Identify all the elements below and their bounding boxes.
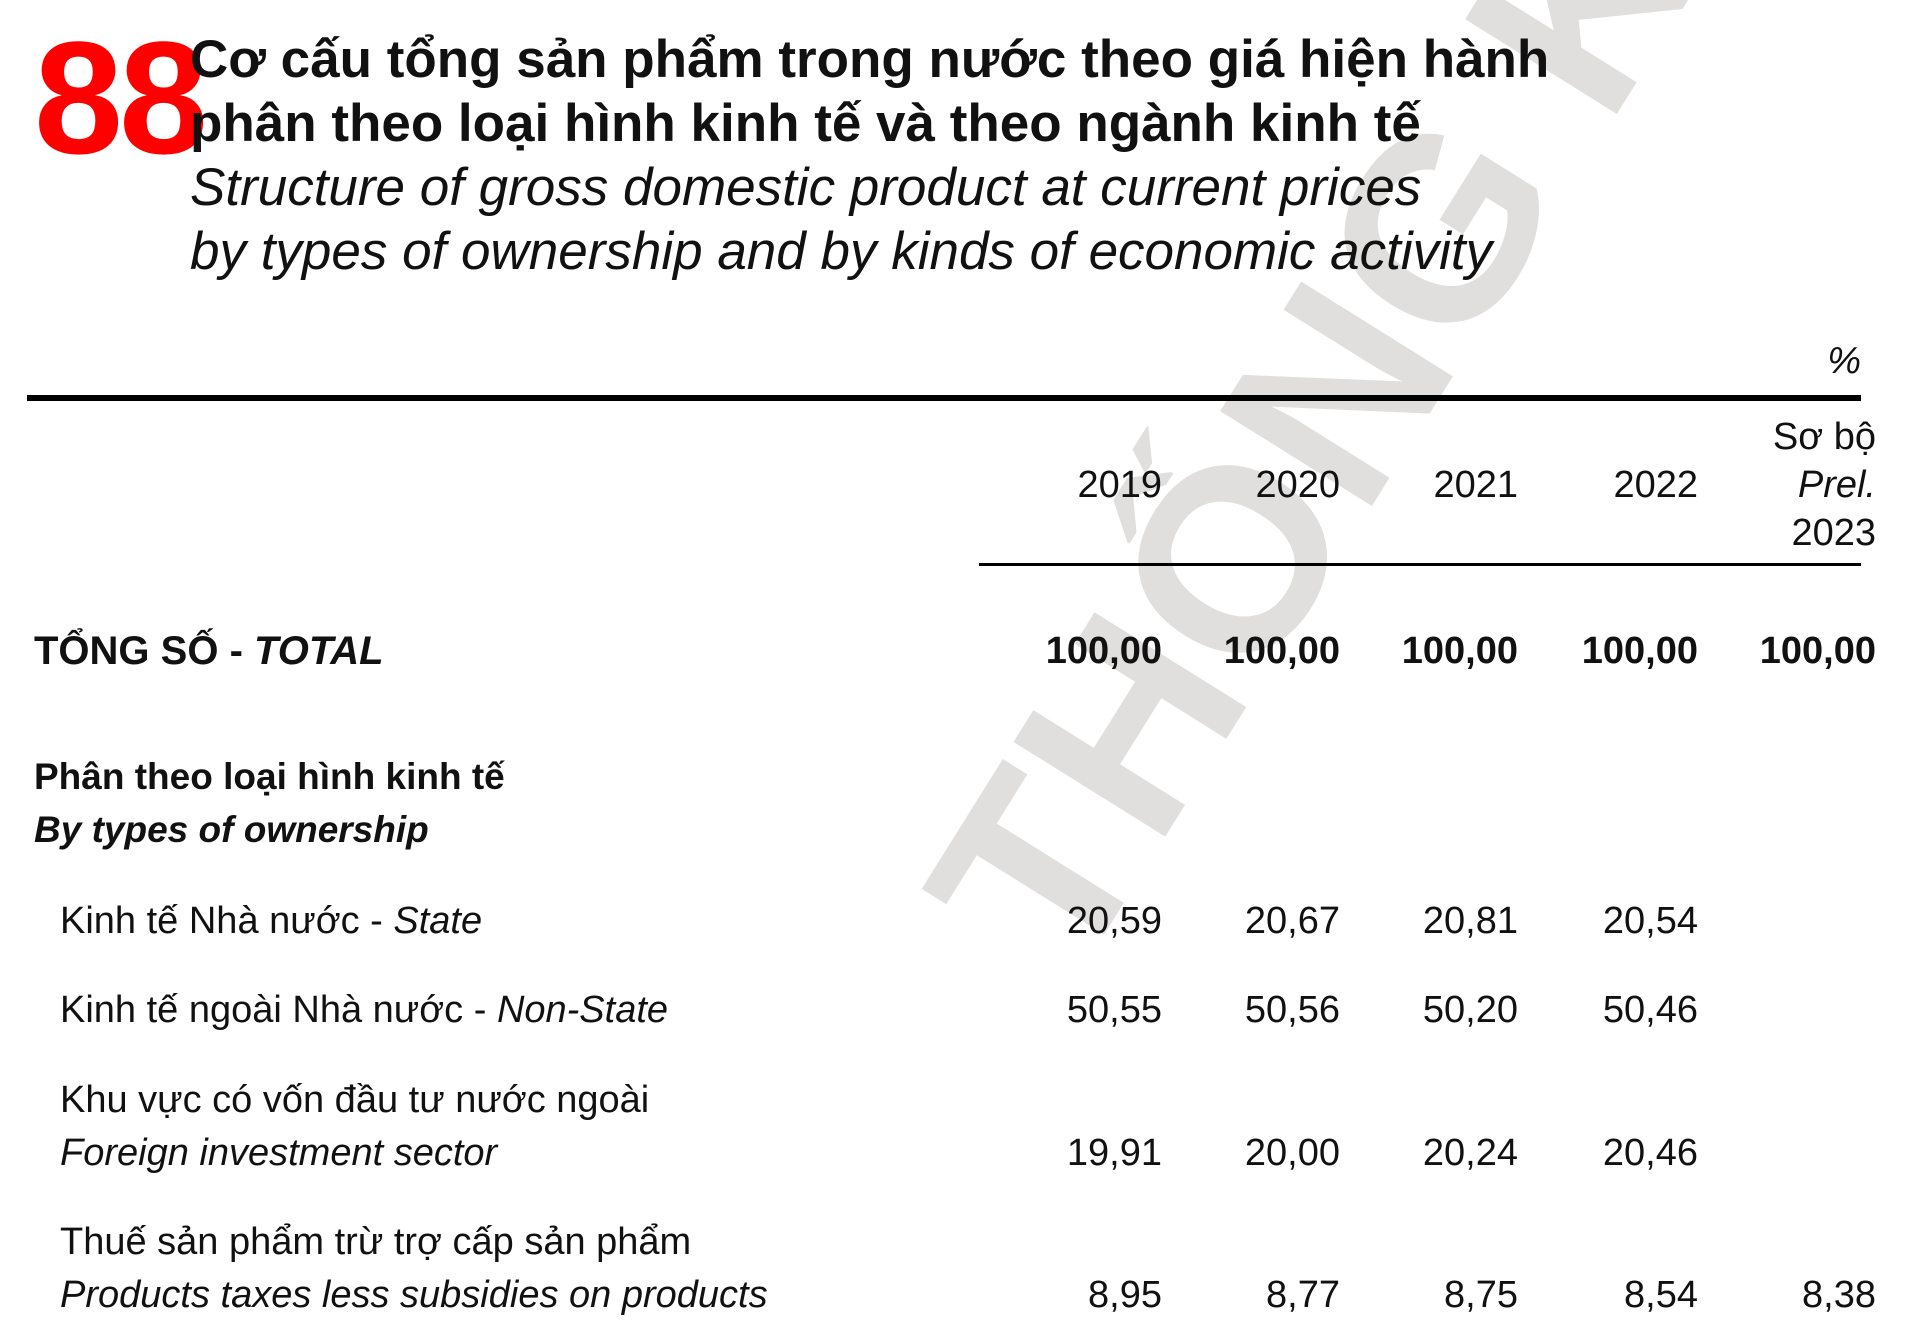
- row-label-state-en: State: [393, 900, 483, 942]
- cell-taxes-2022: 8,54: [1624, 1274, 1698, 1316]
- row-label-state: Kinh tế Nhà nước - State: [60, 896, 482, 946]
- title-vi-line1: Cơ cấu tổng sản phẩm trong nước theo giá…: [190, 30, 1550, 89]
- header-rule: [979, 563, 1861, 566]
- cell-state-2019: 20,59: [1066, 900, 1162, 942]
- col-header-2020: 2020: [1255, 464, 1340, 506]
- cell-taxes-2019: 8,95: [1088, 1274, 1162, 1316]
- col-header-2023-vi: Sơ bộ: [1772, 416, 1876, 458]
- unit-label: %: [1827, 340, 1861, 382]
- cell-total-2023: 100,00: [1759, 630, 1876, 672]
- cell-state-2020: 20,67: [1244, 900, 1340, 942]
- cell-non-state-2021: 50,20: [1422, 989, 1518, 1031]
- cell-state-2022: 20,54: [1602, 900, 1698, 942]
- table-number: 88: [34, 8, 208, 187]
- col-header-2023-en: Prel.: [1797, 464, 1876, 506]
- row-label-total: TỔNG SỐ - TOTAL: [34, 626, 384, 676]
- row-label-non-state-en: Non-State: [496, 989, 669, 1031]
- cell-non-state-2020: 50,56: [1244, 989, 1340, 1031]
- col-header-2021: 2021: [1433, 464, 1518, 506]
- title-en-line2: by types of ownership and by kinds of ec…: [190, 222, 1493, 281]
- cell-taxes-2023: 8,38: [1802, 1274, 1876, 1316]
- cell-foreign-2019: 19,91: [1066, 1132, 1162, 1174]
- cell-total-2022: 100,00: [1581, 630, 1698, 672]
- col-header-2019: 2019: [1077, 464, 1162, 506]
- col-header-2022: 2022: [1613, 464, 1698, 506]
- row-label-foreign-vi: Khu vực có vốn đầu tư nước ngoài: [60, 1079, 650, 1121]
- cell-total-2021: 100,00: [1401, 630, 1518, 672]
- cell-state-2021: 20,81: [1422, 900, 1518, 942]
- col-header-2023: Sơ bộ Prel. 2023: [1706, 413, 1876, 557]
- section-heading-vi: Phân theo loại hình kinh tế: [34, 756, 505, 797]
- cell-total-2020: 100,00: [1223, 630, 1340, 672]
- title-en-line1: Structure of gross domestic product at c…: [190, 158, 1422, 217]
- row-label-state-vi: Kinh tế Nhà nước -: [60, 900, 394, 942]
- row-label-non-state: Kinh tế ngoài Nhà nước - Non-State: [60, 985, 668, 1035]
- row-label-total-vi: TỔNG SỐ -: [34, 629, 254, 673]
- cell-non-state-2019: 50,55: [1066, 989, 1162, 1031]
- cell-total-2019: 100,00: [1045, 630, 1162, 672]
- cell-taxes-2021: 8,75: [1444, 1274, 1518, 1316]
- row-label-taxes-en: Products taxes less subsidies on product…: [60, 1274, 768, 1316]
- row-label-total-en: TOTAL: [254, 629, 384, 673]
- title-vi-line2: phân theo loại hình kinh tế và theo ngàn…: [190, 94, 1421, 153]
- section-heading-en: By types of ownership: [34, 809, 429, 850]
- cell-taxes-2020: 8,77: [1266, 1274, 1340, 1316]
- cell-foreign-2021: 20,24: [1422, 1132, 1518, 1174]
- row-label-taxes-vi: Thuế sản phẩm trừ trợ cấp sản phẩm: [60, 1221, 692, 1263]
- title-block: Cơ cấu tổng sản phẩm trong nước theo giá…: [190, 28, 1549, 284]
- cell-non-state-2022: 50,46: [1602, 989, 1698, 1031]
- row-label-non-state-vi: Kinh tế ngoài Nhà nước -: [60, 989, 497, 1031]
- cell-foreign-2022: 20,46: [1602, 1132, 1698, 1174]
- cell-foreign-2020: 20,00: [1244, 1132, 1340, 1174]
- top-rule: [27, 395, 1861, 401]
- row-label-foreign-en: Foreign investment sector: [60, 1132, 498, 1174]
- col-header-2023-year: 2023: [1791, 512, 1876, 554]
